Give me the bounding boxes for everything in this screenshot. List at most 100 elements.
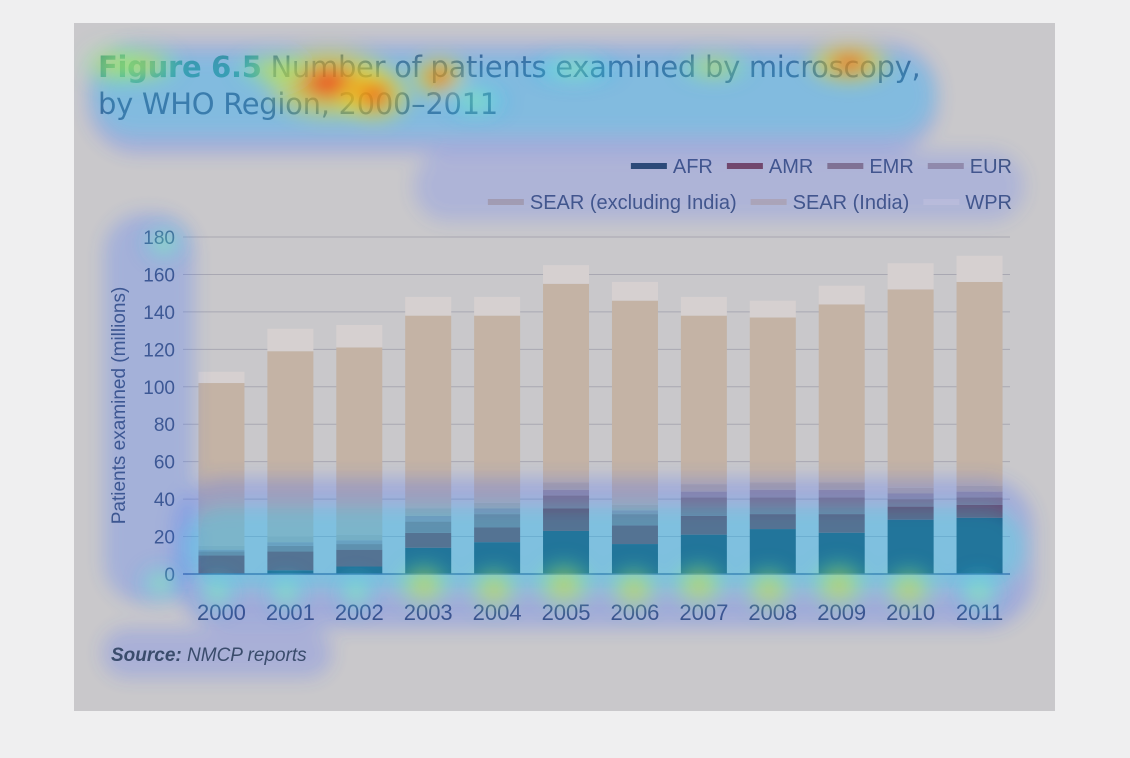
legend-swatch bbox=[750, 199, 787, 205]
bar-segment bbox=[611, 510, 658, 515]
x-tick-label: 2005 bbox=[542, 600, 591, 625]
legend-swatch bbox=[726, 163, 763, 169]
bar-segment bbox=[405, 532, 452, 548]
bar-segment bbox=[336, 566, 383, 574]
bar-segment bbox=[474, 508, 521, 515]
bar-segment bbox=[405, 508, 452, 516]
x-tick-label: 2001 bbox=[266, 600, 315, 625]
bar-segment bbox=[543, 530, 590, 574]
bar-segment bbox=[818, 489, 865, 498]
bar-segment bbox=[956, 486, 1003, 492]
y-tick-label: 180 bbox=[143, 228, 175, 249]
bar-segment bbox=[267, 351, 314, 537]
bar-segment bbox=[749, 514, 796, 530]
bar-segment bbox=[818, 482, 865, 490]
bar-segment bbox=[474, 296, 521, 316]
legend-label: WPR bbox=[965, 192, 1012, 214]
bar-segment bbox=[749, 300, 796, 318]
bar-segment bbox=[336, 549, 383, 567]
bar-segment bbox=[474, 527, 521, 543]
y-axis-label: Patients examined (millions) bbox=[109, 287, 130, 525]
bar-segment bbox=[680, 497, 727, 516]
bar-segment bbox=[474, 502, 521, 509]
x-tick-label: 2009 bbox=[817, 600, 866, 625]
source-note: Source: NMCP reports bbox=[111, 645, 307, 667]
x-tick-label: 2000 bbox=[197, 600, 246, 625]
y-tick-label: 160 bbox=[143, 265, 175, 286]
bar-segment bbox=[267, 551, 314, 571]
bar-segment bbox=[611, 504, 658, 511]
bar-segment bbox=[267, 536, 314, 543]
bar-segment bbox=[267, 328, 314, 352]
legend-swatch bbox=[630, 163, 667, 169]
stacked-bar-chart: 0 20 40 60 80 100 120 140 160 180 Patients examine… bbox=[109, 156, 1012, 625]
x-tick-label: 2011 bbox=[956, 600, 1003, 625]
bar-segment bbox=[680, 534, 727, 574]
bar-segment bbox=[198, 555, 245, 574]
bar-segment bbox=[474, 514, 521, 528]
bar-segment bbox=[543, 482, 590, 490]
bar-segment bbox=[887, 506, 934, 520]
bar-segment bbox=[956, 517, 1003, 574]
bar-segment bbox=[611, 514, 658, 526]
x-tick-label: 2003 bbox=[404, 600, 453, 625]
y-tick-label: 40 bbox=[154, 490, 175, 511]
bar-segment bbox=[680, 484, 727, 492]
bar-segment bbox=[405, 547, 452, 574]
bar-segment bbox=[543, 495, 590, 509]
bar-segment bbox=[405, 315, 452, 509]
bar-segment bbox=[818, 514, 865, 533]
figure-panel: Figure 6.5 Number of patients examined b… bbox=[74, 23, 1055, 711]
bar-segment bbox=[956, 497, 1003, 505]
bar-segment bbox=[198, 383, 245, 546]
legend-label: EMR bbox=[869, 156, 913, 178]
bar-segment bbox=[818, 532, 865, 574]
bar-segment bbox=[267, 545, 314, 552]
x-tick-label: 2006 bbox=[610, 600, 659, 625]
bar-segment bbox=[611, 281, 658, 301]
bar-segment bbox=[543, 508, 590, 531]
bar-segment bbox=[405, 515, 452, 522]
bar-segment bbox=[336, 540, 383, 545]
legend-swatch bbox=[827, 163, 864, 169]
y-tick-label: 100 bbox=[143, 378, 175, 399]
bar-segment bbox=[749, 489, 796, 498]
y-tick-label: 120 bbox=[143, 340, 175, 361]
legend-swatch bbox=[923, 199, 960, 205]
bar-segment bbox=[543, 489, 590, 496]
bar-segment bbox=[198, 549, 245, 552]
bar-segment bbox=[336, 544, 383, 550]
bar-segment bbox=[749, 482, 796, 490]
bar-segment bbox=[749, 497, 796, 515]
legend-label: AFR bbox=[673, 156, 713, 178]
x-tick-label: 2004 bbox=[473, 600, 522, 625]
bar-segment bbox=[680, 491, 727, 498]
bar-segment bbox=[198, 545, 245, 550]
bar-segment bbox=[818, 285, 865, 305]
bar-segment bbox=[956, 281, 1003, 487]
legend-label: SEAR (excluding India) bbox=[530, 192, 737, 214]
bar-segment bbox=[680, 315, 727, 485]
legend-swatch bbox=[927, 163, 964, 169]
bar-segment bbox=[267, 542, 314, 546]
y-tick-label: 20 bbox=[154, 528, 175, 549]
bar-segment bbox=[405, 296, 452, 316]
y-tick-label: 80 bbox=[154, 415, 175, 436]
bar-segment bbox=[749, 317, 796, 483]
bar-segment bbox=[887, 493, 934, 500]
bar-segment bbox=[887, 487, 934, 494]
bar-segment bbox=[956, 491, 1003, 498]
y-tick-label: 140 bbox=[143, 303, 175, 324]
bar-segment bbox=[887, 519, 934, 574]
bar-segment bbox=[474, 542, 521, 574]
bar-segment bbox=[749, 529, 796, 574]
bar-segment bbox=[887, 289, 934, 488]
bar-segment bbox=[405, 521, 452, 533]
bar-segment bbox=[611, 525, 658, 545]
bar-segment bbox=[818, 304, 865, 483]
bar-segment bbox=[818, 497, 865, 515]
legend-label: EUR bbox=[970, 156, 1012, 178]
y-tick-label: 0 bbox=[164, 565, 175, 586]
bar-segment bbox=[543, 265, 590, 284]
source-text: NMCP reports bbox=[187, 645, 307, 666]
